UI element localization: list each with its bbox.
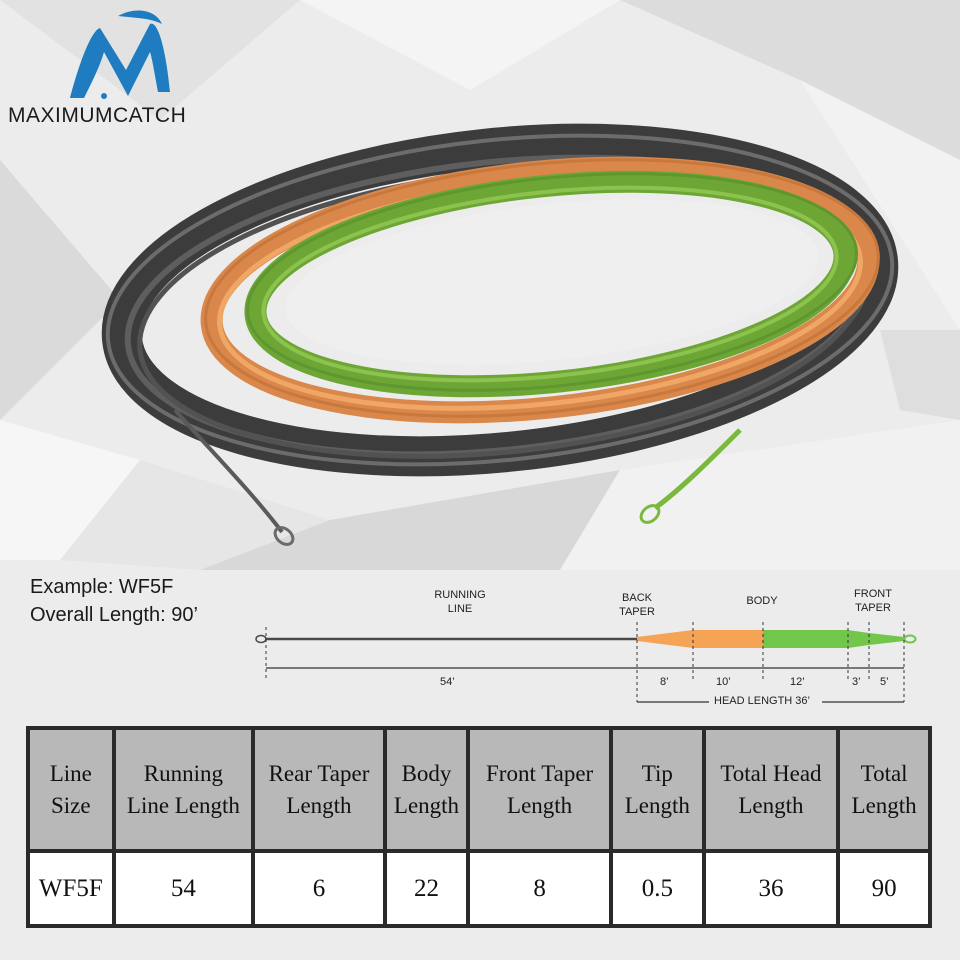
header-total-line2: Length bbox=[851, 792, 917, 818]
header-running-line1: Running bbox=[143, 760, 224, 786]
back-taper-label-line2: TAPER bbox=[619, 606, 655, 618]
header-body-length: Body Length bbox=[386, 730, 467, 850]
cell-running-line-length: 54 bbox=[115, 853, 252, 924]
cell-tip-length: 0.5 bbox=[612, 853, 702, 924]
header-line-size-line1: Line bbox=[49, 760, 92, 786]
header-rear-taper-line2: Length bbox=[286, 792, 352, 818]
table-row: WF5F 54 6 22 8 0.5 36 90 bbox=[30, 853, 928, 924]
back-taper-label-line1: BACK bbox=[622, 592, 652, 604]
table-header-row: Line Size Running Line Length Rear Taper Le… bbox=[30, 730, 928, 850]
brand-logo-text: MAXIMUMCATCH bbox=[8, 104, 187, 127]
header-total-length: Total Length bbox=[840, 730, 928, 850]
cell-body-length: 22 bbox=[386, 853, 467, 924]
overall-length: Overall Length: 90’ bbox=[30, 604, 198, 626]
header-running-line2: Line Length bbox=[126, 792, 240, 818]
header-tip-length: Tip Length bbox=[612, 730, 702, 850]
header-line-size-line2: Size bbox=[50, 792, 91, 818]
spec-table: Line Size Running Line Length Rear Taper Le… bbox=[26, 726, 932, 928]
cell-rear-taper-length: 6 bbox=[255, 853, 383, 924]
body-label: BODY bbox=[746, 595, 778, 607]
header-rear-taper-length: Rear Taper Length bbox=[255, 730, 383, 850]
front-taper-label-line2: TAPER bbox=[855, 602, 891, 614]
header-rear-taper-line1: Rear Taper bbox=[268, 760, 370, 786]
running-line-label-line2: LINE bbox=[447, 603, 473, 615]
back-taper-label: BACK TAPER bbox=[597, 591, 677, 619]
header-total-line1: Total bbox=[860, 760, 908, 786]
header-tip-line1: Tip bbox=[641, 760, 673, 786]
header-total-head-length: Total Head Length bbox=[705, 730, 837, 850]
header-total-head-line2: Length bbox=[738, 792, 804, 818]
cell-total-length: 90 bbox=[840, 853, 928, 924]
segment-length-front-a: 3’ bbox=[852, 676, 861, 688]
header-front-taper-line2: Length bbox=[507, 792, 573, 818]
header-running-line-length: Running Line Length bbox=[115, 730, 252, 850]
header-total-head-line1: Total Head bbox=[720, 760, 822, 786]
segment-length-body-b: 12’ bbox=[790, 676, 805, 688]
front-taper-label-line1: FRONT bbox=[854, 588, 892, 600]
fly-line-coil bbox=[101, 123, 899, 546]
cell-front-taper-length: 8 bbox=[470, 853, 609, 924]
front-taper-label: FRONT TAPER bbox=[833, 587, 913, 615]
header-body-line1: Body bbox=[401, 760, 452, 786]
segment-length-front-b: 5’ bbox=[880, 676, 889, 688]
header-front-taper-line1: Front Taper bbox=[486, 760, 594, 786]
header-front-taper-length: Front Taper Length bbox=[470, 730, 609, 850]
example-title: Example: WF5F bbox=[30, 576, 174, 598]
cell-line-size: WF5F bbox=[30, 853, 112, 924]
cell-total-head-length: 36 bbox=[705, 853, 837, 924]
segment-length-back-taper: 8’ bbox=[660, 676, 669, 688]
brand-logo-mark bbox=[70, 10, 170, 99]
header-body-line2: Length bbox=[393, 792, 460, 818]
running-line-label: RUNNING LINE bbox=[420, 588, 500, 616]
segment-length-body-a: 10’ bbox=[716, 676, 731, 688]
header-tip-line2: Length bbox=[624, 792, 690, 818]
running-line-label-line1: RUNNING bbox=[434, 589, 486, 601]
taper-diagram-graphic bbox=[255, 622, 917, 703]
header-line-size: Line Size bbox=[30, 730, 112, 850]
head-length-label: HEAD LENGTH 36’ bbox=[712, 695, 812, 707]
segment-length-running: 54’ bbox=[440, 676, 455, 688]
